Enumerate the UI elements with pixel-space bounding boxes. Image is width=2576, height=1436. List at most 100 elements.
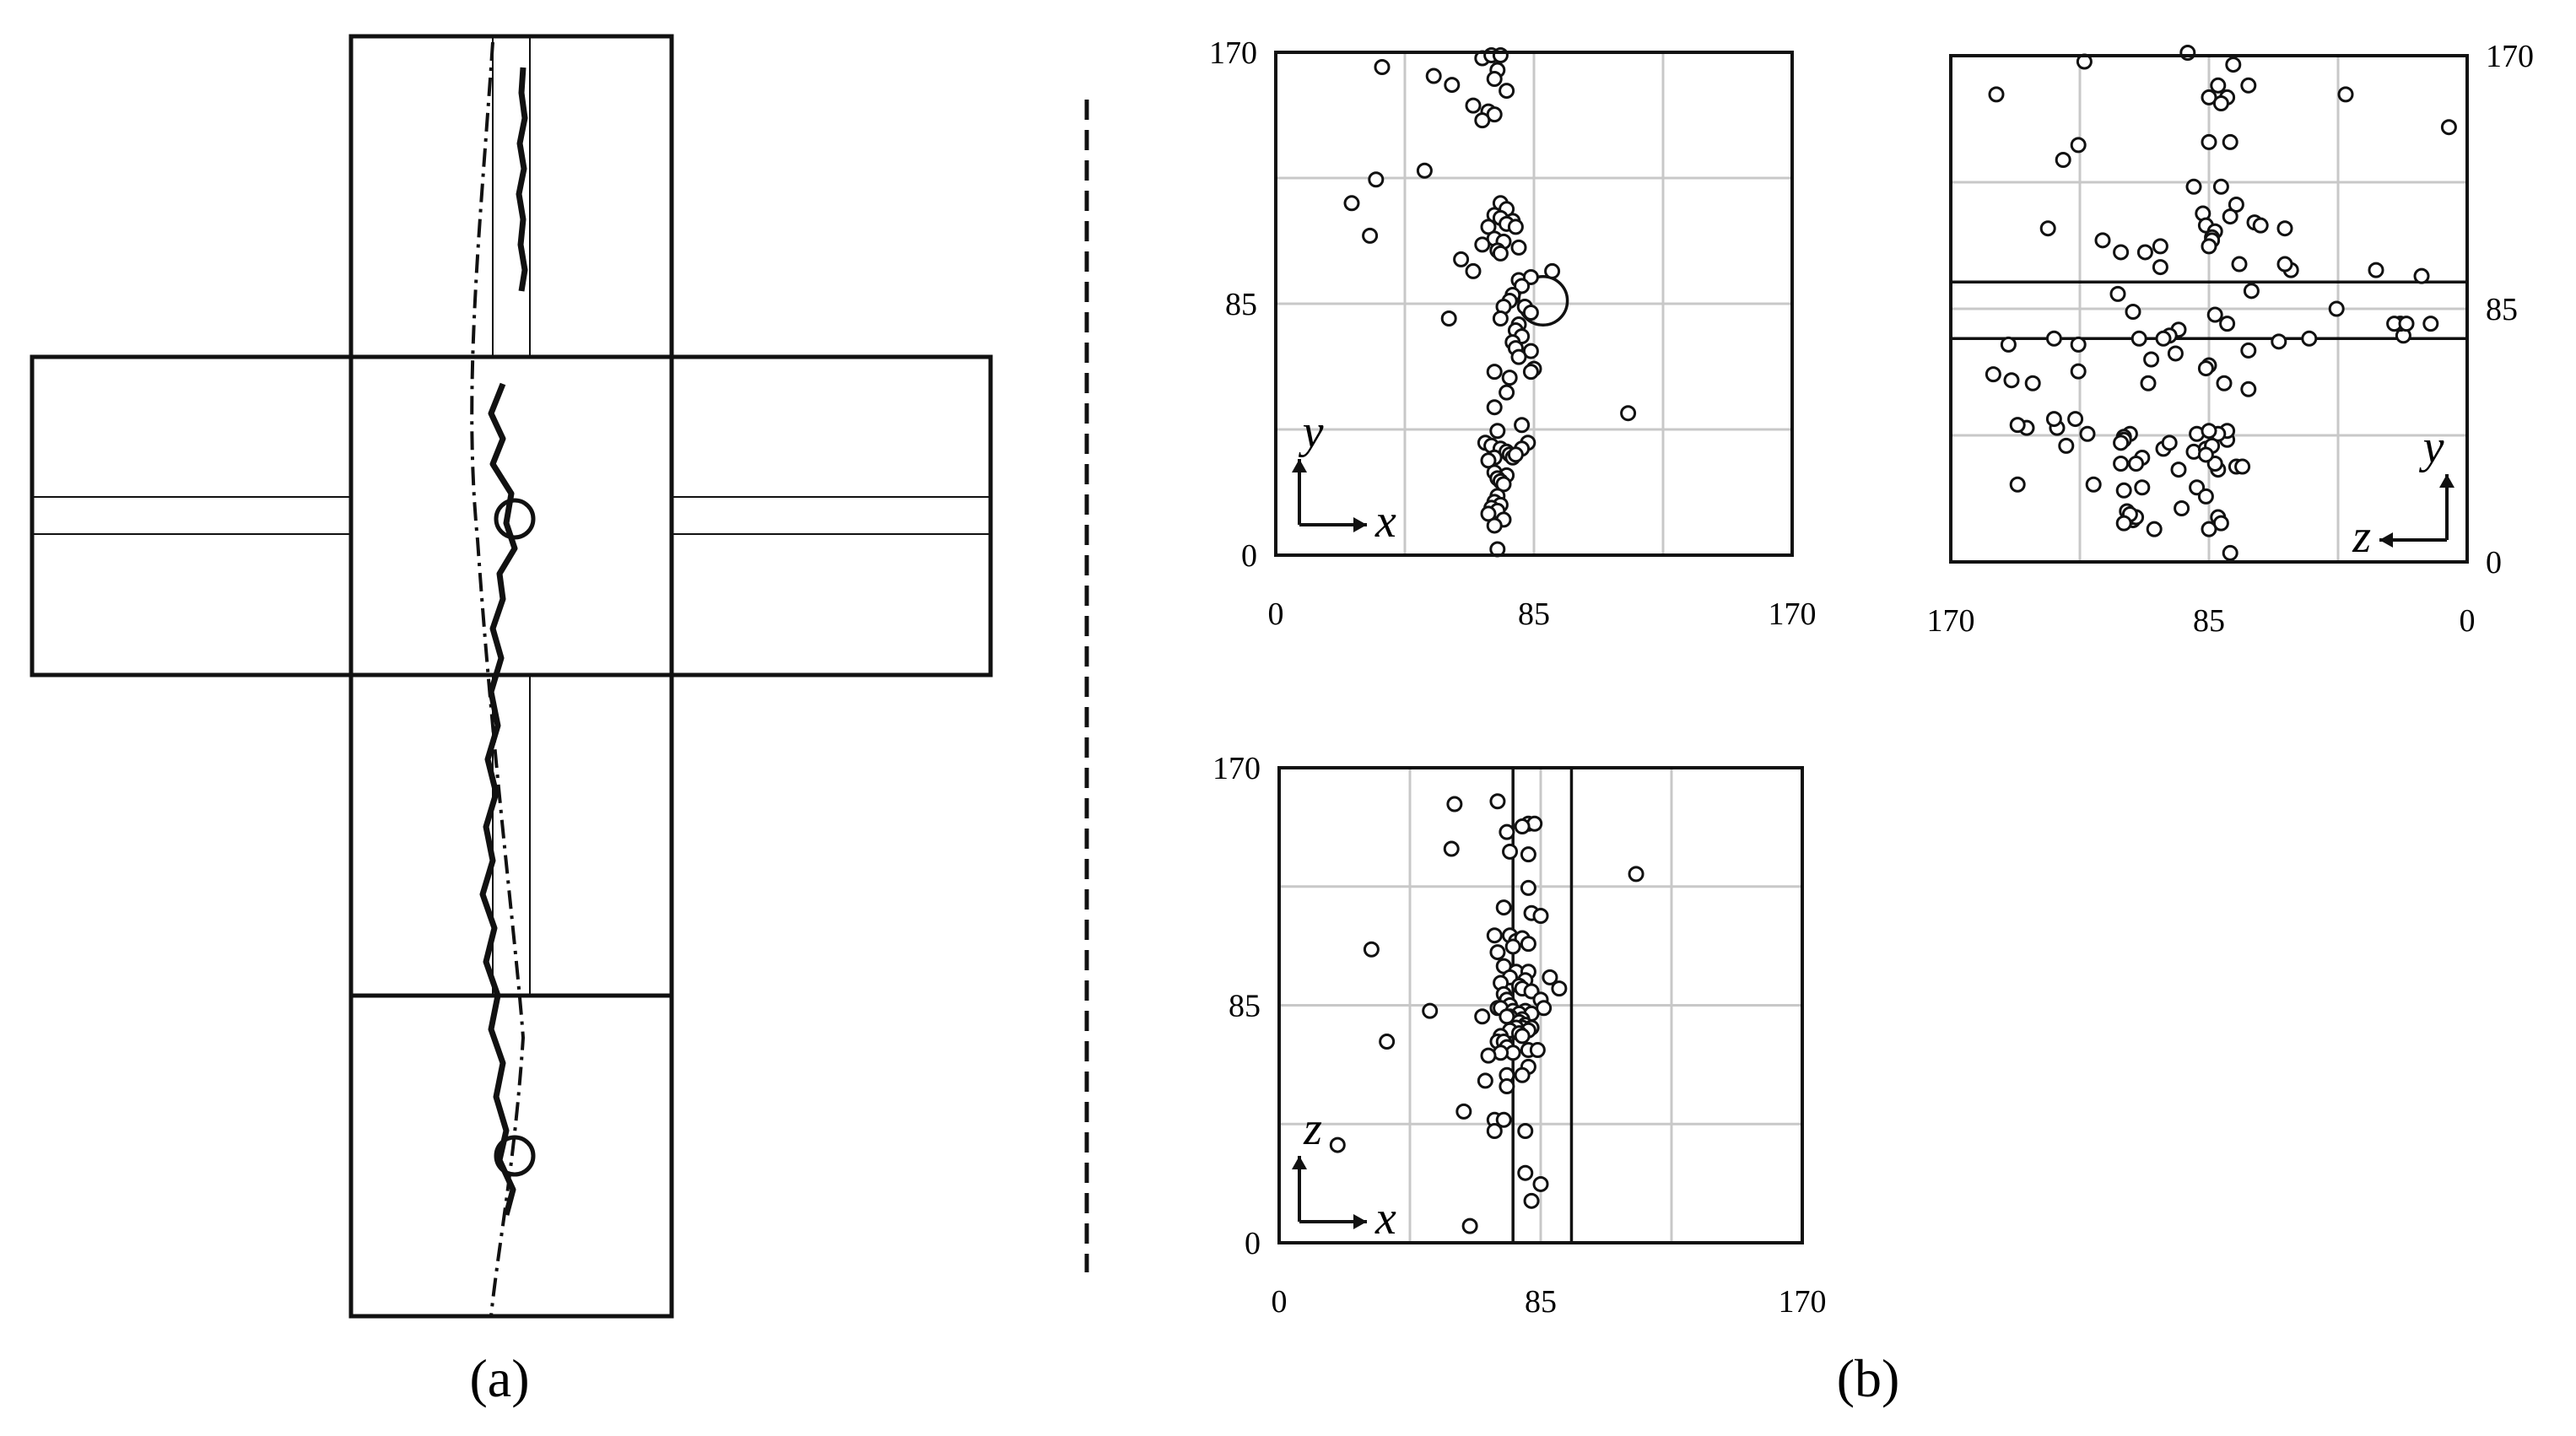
xy-data-point: [1492, 310, 1509, 327]
zy-data-point: [2045, 330, 2062, 347]
zy-data-point: [2243, 283, 2260, 300]
zy-points: [1985, 44, 2457, 561]
zy-data-point: [2212, 178, 2229, 195]
zy-data-point: [2094, 232, 2111, 249]
xz-data-point: [1529, 1041, 1546, 1058]
zy-data-point: [2197, 488, 2214, 505]
zy-data-point: [2167, 345, 2184, 362]
zy-data-point: [2225, 57, 2242, 73]
xz-data-point: [1474, 1008, 1491, 1025]
zy-data-point: [2058, 437, 2075, 454]
right-arm: [669, 354, 993, 678]
xz-data-point: [1520, 879, 1536, 896]
zy-data-point: [2276, 220, 2293, 237]
zy-data-point: [2113, 456, 2130, 472]
zy-data-point: [2276, 256, 2293, 273]
zy-data-point: [2070, 336, 2087, 353]
zy-data-point: [2146, 521, 2163, 537]
zy-scatter-plot: 170 85 00 85 170 zy: [1927, 39, 2535, 639]
xz-data-point: [1489, 793, 1506, 810]
zy-data-point: [2079, 425, 2096, 442]
zy-horizontal-arrowhead: [2379, 532, 2393, 548]
xz-data-point: [1520, 936, 1536, 953]
xz-data-point: [1486, 927, 1503, 944]
zy-data-point: [2422, 316, 2439, 332]
xy-tick-labels: 0 85 170 0 85 170: [1209, 35, 1817, 632]
xz-data-point: [1502, 843, 1519, 860]
zy-y-tick-label: 85: [2486, 292, 2518, 327]
xy-data-point: [1507, 219, 1524, 235]
zy-axes-indicator: zy: [2352, 421, 2454, 563]
xy-horizontal-axis-name: x: [1374, 495, 1396, 548]
xy-data-point: [1522, 305, 1539, 321]
xz-vertical-arrowhead: [1292, 1156, 1307, 1169]
xz-points: [1329, 793, 1644, 1234]
xy-data-point: [1510, 239, 1527, 256]
zy-data-point: [2337, 86, 2354, 103]
zy-data-point: [2231, 256, 2248, 273]
xy-horizontal-arrowhead: [1353, 517, 1367, 532]
zy-data-point: [2201, 89, 2217, 105]
zy-data-point: [2216, 375, 2233, 391]
xz-data-point: [1532, 908, 1549, 925]
zy-data-point: [2152, 238, 2168, 255]
zy-data-point: [2039, 220, 2056, 237]
xy-data-point: [1453, 251, 1470, 267]
xy-x-tick-label: 85: [1518, 597, 1550, 632]
dash-dot-guide-curve: [470, 41, 526, 1317]
xy-data-point: [1474, 236, 1491, 253]
xy-data-point: [1425, 67, 1442, 84]
marker-circle-lower: [494, 1135, 536, 1177]
zy-data-point: [2328, 300, 2345, 317]
xy-data-point: [1510, 348, 1527, 365]
xy-data-point: [1465, 262, 1482, 279]
zy-data-point: [2055, 152, 2071, 169]
zy-data-point: [2197, 360, 2214, 377]
xz-data-point: [1489, 944, 1506, 961]
xz-data-point: [1523, 1192, 1540, 1209]
xz-data-point: [1486, 1123, 1503, 1140]
xy-data-point: [1486, 71, 1503, 88]
zy-data-point: [2219, 316, 2236, 332]
zy-data-point: [2070, 137, 2087, 154]
zy-data-point: [2440, 119, 2457, 136]
zy-x-tick-label: 0: [2460, 603, 2476, 639]
zy-x-tick-label: 170: [1927, 603, 1975, 639]
xy-x-tick-label: 170: [1769, 597, 1817, 632]
zy-data-point: [2174, 499, 2190, 516]
zy-grid: [1951, 56, 2467, 562]
xy-highlight-circle: [1517, 274, 1569, 327]
zy-data-point: [2045, 411, 2062, 428]
zy-data-point: [2170, 462, 2187, 478]
zy-data-point: [2128, 456, 2145, 472]
xy-data-point: [1514, 417, 1531, 434]
xz-plot-frame: [1277, 766, 1804, 1244]
zy-data-point: [2115, 515, 2132, 532]
xy-data-point: [1474, 112, 1491, 129]
xz-data-point: [1455, 1103, 1472, 1120]
zy-data-point: [2067, 411, 2084, 428]
xz-data-point: [1504, 938, 1521, 955]
zy-data-point: [2155, 330, 2172, 347]
zy-data-point: [2222, 208, 2238, 225]
zy-data-point: [1988, 86, 2005, 103]
zy-data-point: [2024, 375, 2041, 391]
zy-data-point: [2212, 515, 2229, 532]
xy-grid: [1276, 52, 1792, 555]
zy-data-point: [2234, 458, 2251, 475]
zy-data-point: [2222, 133, 2238, 150]
xz-data-point: [1499, 823, 1515, 840]
top-arm: [348, 34, 674, 359]
xz-data-point: [1480, 1047, 1497, 1064]
xy-data-point: [1492, 245, 1509, 262]
xz-data-point: [1422, 1002, 1439, 1019]
xz-x-tick-label: 0: [1272, 1284, 1288, 1320]
panel-b-label: (b): [1837, 1348, 1900, 1408]
xy-data-point: [1440, 310, 1457, 327]
xy-vertical-axis-name: y: [1299, 406, 1324, 458]
xz-data-point: [1542, 969, 1558, 985]
xz-data-point: [1551, 980, 1568, 997]
xz-data-point: [1517, 1164, 1534, 1181]
zy-data-point: [2009, 417, 2026, 434]
